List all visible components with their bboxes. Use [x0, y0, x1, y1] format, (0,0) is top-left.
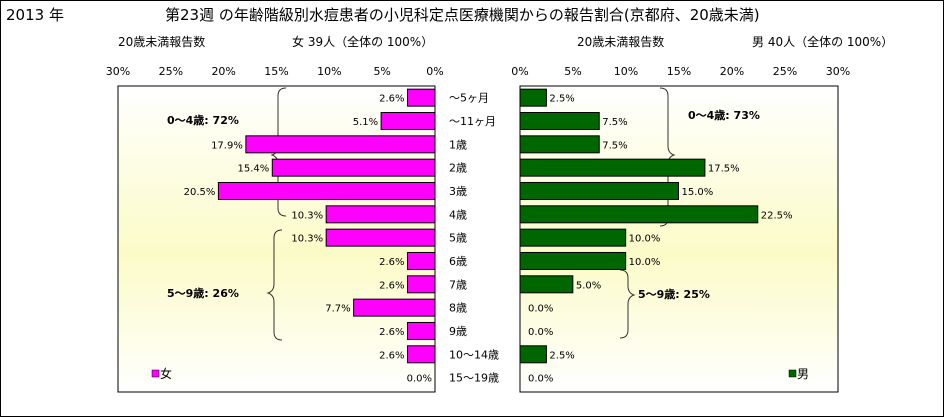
male-bar-value-label: 0.0% [528, 327, 553, 338]
right-x-tick-label: 5% [564, 65, 581, 78]
male-bar-value-label: 5.0% [576, 280, 601, 291]
male-bar-value-label: 7.5% [602, 140, 627, 151]
female-bar-value-label: 10.3% [291, 210, 323, 221]
female-bar [380, 111, 436, 130]
female-bar-value-label: 17.9% [211, 140, 243, 151]
female-legend-label: 女 [160, 366, 172, 381]
female-bar [407, 275, 436, 294]
category-label: 7歳 [449, 278, 467, 291]
male-bar [519, 228, 627, 247]
male-bar [519, 88, 547, 107]
category-label: 5歳 [449, 232, 467, 245]
female-bar-value-label: 10.3% [291, 234, 323, 245]
female-bar-value-label: 15.4% [237, 164, 269, 175]
female-bar [407, 345, 436, 364]
female-bar [407, 88, 436, 107]
left-x-tick-label: 0% [426, 65, 443, 78]
male-bar-value-label: 17.5% [708, 164, 740, 175]
female-bar [271, 158, 436, 177]
female-bar [245, 135, 436, 154]
chart-title: 第23週 の年齢階級別水痘患者の小児科定点医療機関からの報告割合(京都府、20歳… [165, 6, 760, 24]
category-label: 1歳 [449, 138, 467, 151]
year-label: 2013 年 [6, 6, 64, 24]
left-bracket-0-4 [270, 87, 287, 217]
right-x-tick-label: 25% [773, 65, 797, 78]
female-bar-value-label: 2.6% [379, 350, 404, 361]
category-label: 3歳 [449, 185, 467, 198]
left-x-tick-label: 30% [106, 65, 130, 78]
right-bracket-5-9 [619, 269, 636, 339]
male-legend-label: 男 [797, 367, 809, 381]
male-bar-value-label: 0.0% [528, 304, 553, 315]
category-label: 15～19歳 [449, 372, 499, 385]
category-label: ～11ヶ月 [449, 115, 496, 128]
right-x-tick-label: 15% [667, 65, 691, 78]
right-subtitle: 20歳未満報告数 [577, 35, 665, 49]
female-bar-value-label: 0.0% [407, 374, 432, 385]
category-label: 6歳 [449, 255, 467, 268]
female-bar-value-label: 2.6% [379, 257, 404, 268]
category-label: 2歳 [449, 162, 467, 175]
right-x-tick-label: 10% [614, 65, 638, 78]
female-bar-value-label: 5.1% [353, 117, 378, 128]
female-bar-value-label: 20.5% [184, 187, 216, 198]
right-group-5-9-label: 5～9歳: 25% [638, 287, 710, 301]
female-legend-swatch [151, 369, 160, 378]
male-bar [519, 251, 627, 270]
left-subtitle: 20歳未満報告数 [118, 35, 206, 49]
left-x-tick-label: 15% [264, 65, 288, 78]
left-group-5-9-label: 5～9歳: 26% [167, 286, 239, 300]
male-bar [519, 158, 706, 177]
male-bar-value-label: 7.5% [602, 117, 627, 128]
female-bar-value-label: 7.7% [325, 304, 350, 315]
male-bar [519, 345, 547, 364]
male-bar-value-label: 2.5% [549, 94, 574, 105]
left-x-tick-label: 25% [159, 65, 183, 78]
female-bar-value-label: 2.6% [379, 94, 404, 105]
male-bar [519, 275, 574, 294]
female-bar-value-label: 2.6% [379, 327, 404, 338]
female-bar [407, 321, 436, 340]
male-bar [519, 181, 679, 200]
category-label: 9歳 [449, 325, 467, 338]
male-bar-value-label: 10.0% [629, 257, 661, 268]
category-label: 4歳 [449, 208, 467, 221]
right-x-tick-label: 20% [720, 65, 744, 78]
female-bar [325, 205, 436, 224]
female-bar [217, 181, 436, 200]
right-x-tick-label: 30% [826, 65, 850, 78]
male-bar [519, 135, 600, 154]
male-count-label: 男 40人（全体の 100%） [752, 35, 894, 49]
category-label: 8歳 [449, 302, 467, 315]
female-bar-value-label: 2.6% [379, 280, 404, 291]
male-legend-swatch [788, 369, 797, 378]
female-bar [407, 251, 436, 270]
category-label: ～5ヶ月 [449, 92, 489, 105]
male-bar [519, 205, 759, 224]
category-label: 10～14歳 [449, 348, 499, 361]
left-bracket-5-9 [266, 229, 283, 341]
female-bar [325, 228, 436, 247]
left-x-tick-label: 10% [317, 65, 341, 78]
right-group-0-4-label: 0～4歳: 73% [688, 108, 760, 122]
male-bar-value-label: 15.0% [682, 187, 714, 198]
left-group-0-4-label: 0～4歳: 72% [167, 113, 239, 127]
male-bar-value-label: 22.5% [761, 210, 793, 221]
female-bar [353, 298, 436, 317]
female-count-label: 女 39人（全体の 100%） [292, 35, 434, 49]
left-x-tick-label: 5% [373, 65, 390, 78]
left-x-tick-label: 20% [211, 65, 235, 78]
male-bar-value-label: 0.0% [528, 374, 553, 385]
male-bar [519, 111, 600, 130]
male-bar-value-label: 2.5% [549, 350, 574, 361]
male-bar-value-label: 10.0% [629, 234, 661, 245]
right-x-tick-label: 0% [511, 65, 528, 78]
